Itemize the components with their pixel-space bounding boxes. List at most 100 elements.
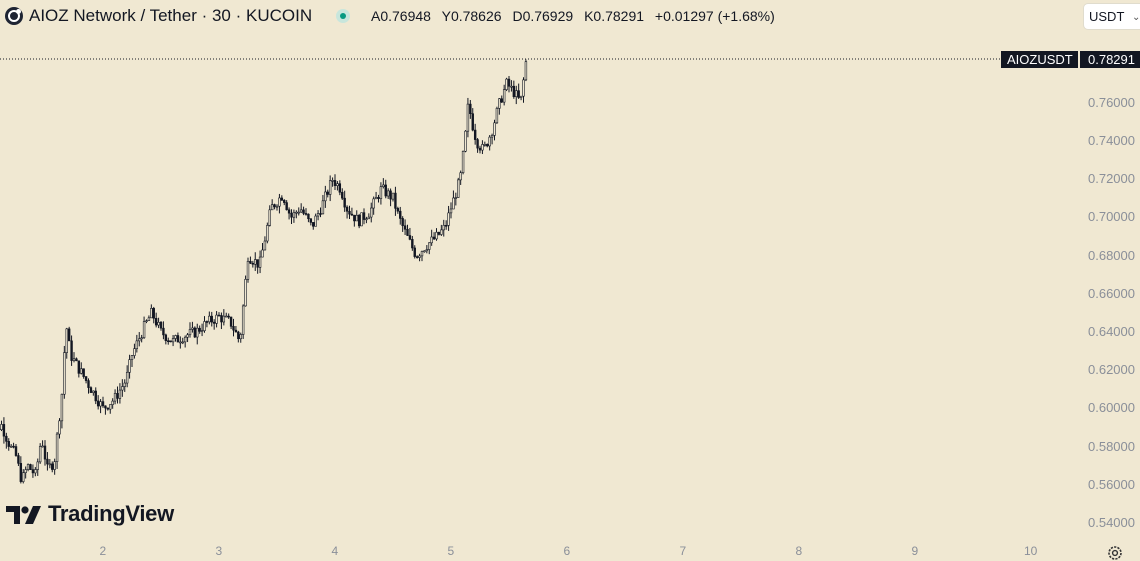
candle-body (464, 130, 467, 152)
candle-body (425, 249, 429, 252)
candle-body (319, 213, 322, 215)
candle-body (53, 461, 56, 470)
candle-body (331, 180, 334, 182)
candle-body (51, 463, 54, 470)
candle-body (241, 305, 245, 335)
candle-body (251, 262, 255, 265)
candle-body (502, 89, 506, 103)
candle-body (341, 191, 344, 199)
candle-body (121, 386, 124, 391)
candle-body (80, 368, 83, 374)
candle-body (19, 463, 23, 482)
candle-body (515, 90, 518, 97)
candle-body (283, 199, 286, 203)
candle-body (0, 424, 3, 430)
gear-icon[interactable] (1107, 545, 1123, 561)
candle-body (87, 380, 90, 388)
candle-body (302, 209, 305, 214)
candle-body (343, 197, 346, 208)
candle-body (191, 327, 194, 330)
candle-body (481, 144, 484, 151)
symbol-title[interactable]: AIOZ Network / Tether · 30 · KUCOIN (29, 6, 313, 25)
candle-body (212, 321, 216, 324)
candle-body (290, 212, 293, 218)
candle-body (12, 445, 15, 448)
time-tick-label: 8 (795, 544, 803, 558)
candle-body (7, 441, 10, 447)
price-axis[interactable]: 0.76000 0.74000 0.72000 0.70000 0.68000 0.660… (1082, 40, 1140, 540)
candle-body (220, 315, 223, 323)
candle-body (476, 139, 479, 149)
candle-body (469, 103, 472, 114)
ohlc-low-value: 0.76929 (522, 8, 574, 24)
candle-body (379, 186, 383, 199)
candle-body (478, 147, 482, 151)
candle-body (246, 260, 250, 280)
candle-body (82, 368, 85, 377)
candle-body (232, 326, 235, 331)
candle-body (372, 198, 375, 209)
candle-body (406, 228, 409, 236)
candle-body (483, 144, 487, 146)
candle-body (167, 340, 170, 342)
candle-body (266, 225, 269, 242)
candle-body (217, 314, 221, 317)
candle-body (382, 184, 385, 187)
candle-body (411, 239, 414, 249)
ohlc-high-label: Y (441, 8, 451, 24)
candle-body (461, 150, 465, 173)
candle-body (244, 278, 247, 307)
ohlc-open-value: 0.76948 (380, 8, 431, 24)
candle-body (31, 469, 35, 474)
candle-body (278, 197, 281, 207)
candle-body (413, 247, 416, 257)
candle-body (196, 327, 199, 338)
candle-body (208, 315, 211, 323)
candle-body (106, 407, 110, 410)
candle-body (72, 358, 76, 361)
candle-body (130, 355, 134, 360)
candle-body (222, 315, 226, 323)
candle-body (326, 191, 329, 195)
candle-body (275, 205, 279, 208)
candle-body (84, 376, 88, 381)
candle-body (471, 113, 474, 131)
candle-body (490, 135, 494, 138)
candle-body (203, 321, 206, 331)
candle-body (237, 331, 240, 340)
candle-body (304, 213, 308, 215)
candle-body (65, 328, 68, 353)
candlestick-chart[interactable] (0, 0, 1082, 555)
candle-body (374, 197, 378, 200)
candle-body (360, 212, 363, 227)
candle-body (234, 329, 238, 333)
candle-body (348, 210, 351, 215)
candle-body (512, 85, 516, 97)
candle-body (43, 445, 47, 460)
ohlc-open-label: A (371, 8, 381, 24)
ohlc-high-value: 0.78626 (450, 8, 502, 24)
price-tick-label: 0.62000 (1088, 362, 1135, 378)
candle-body (193, 327, 197, 338)
candle-body (273, 204, 276, 208)
candle-body (314, 215, 317, 227)
candle-body (505, 78, 508, 90)
time-tick-label: 7 (679, 544, 687, 558)
ohlc-close-label: K (584, 8, 594, 24)
candle-body (154, 318, 158, 326)
candle-body (159, 322, 163, 329)
price-tick-label: 0.58000 (1088, 438, 1135, 454)
candle-body (229, 316, 233, 327)
candle-body (415, 256, 419, 258)
candle-body (519, 95, 523, 98)
aioz-logo-icon[interactable] (4, 6, 24, 26)
candle-body (92, 390, 95, 393)
candle-body (292, 212, 296, 218)
candle-body (500, 98, 503, 103)
tradingview-logo-icon (6, 506, 41, 524)
candle-body (261, 249, 264, 258)
candle-body (63, 352, 66, 395)
candle-body (256, 259, 259, 268)
currency-select[interactable]: USDT ⌄ (1084, 4, 1140, 29)
candle-body (183, 336, 187, 343)
